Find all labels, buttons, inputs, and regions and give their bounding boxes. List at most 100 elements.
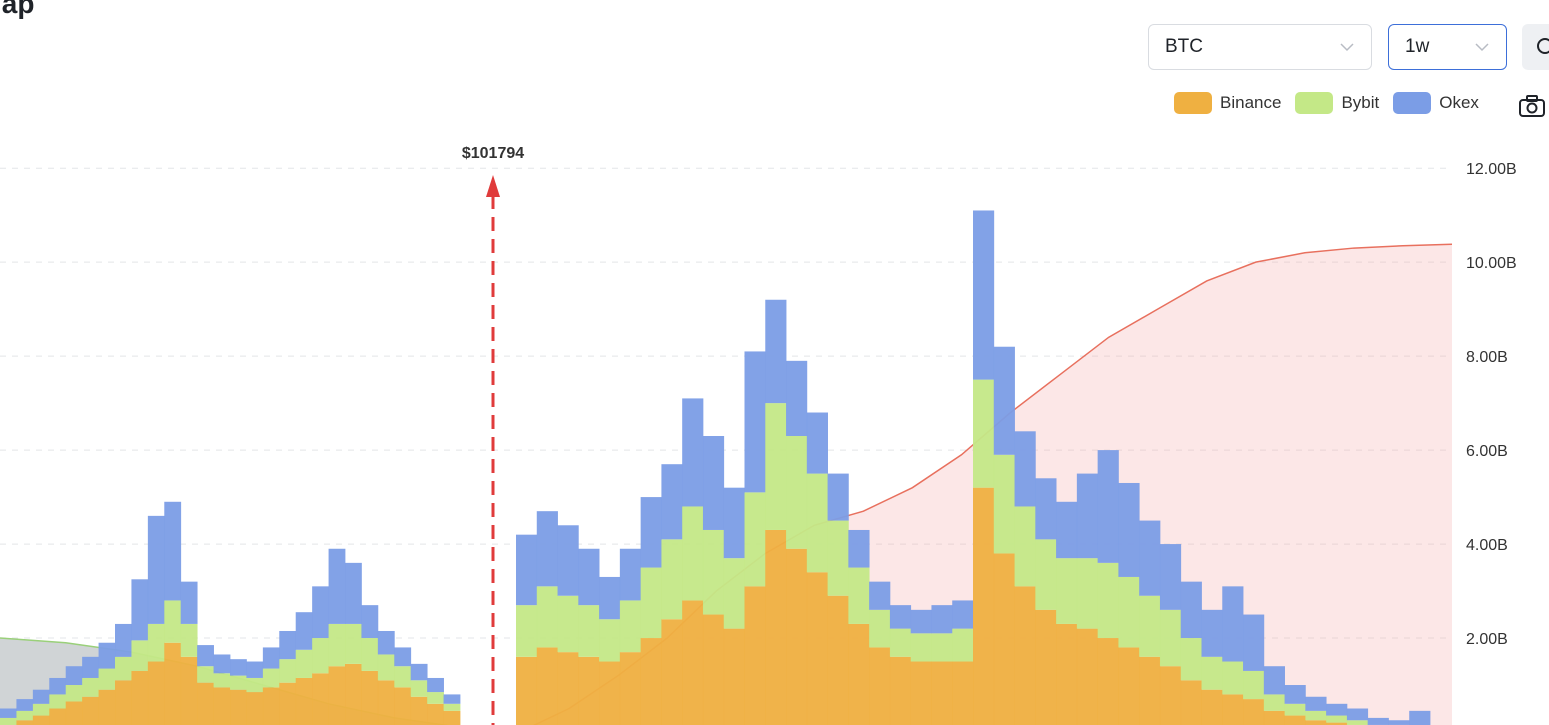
search-button[interactable] — [1522, 24, 1549, 70]
long-bar-binance — [744, 586, 766, 725]
short-bar-bybit — [49, 694, 67, 709]
short-bar-bybit — [131, 640, 149, 671]
long-bar-okex — [827, 473, 849, 521]
long-bar-bybit — [973, 379, 995, 488]
long-bar-okex — [702, 436, 725, 530]
short-bar-bybit — [410, 680, 428, 697]
y-tick-label: 8.00B — [1466, 349, 1508, 366]
short-bar-binance — [443, 710, 461, 725]
long-bar-bybit — [599, 619, 621, 662]
long-bar-binance — [1014, 586, 1036, 725]
legend-swatch-okex — [1393, 92, 1432, 114]
long-bar-bybit — [619, 600, 642, 653]
long-bar-bybit — [931, 633, 953, 662]
long-bar-okex — [1076, 473, 1099, 559]
long-bar-bybit — [1118, 576, 1140, 648]
short-bar-okex — [230, 659, 247, 676]
short-bar-binance — [213, 687, 231, 725]
chart-legend: Binance Bybit Okex — [1174, 92, 1493, 114]
long-bar-binance — [1097, 638, 1119, 725]
long-bar-binance — [765, 529, 787, 725]
legend-item-okex[interactable]: Okex — [1393, 92, 1479, 114]
long-bar-bybit — [1305, 710, 1327, 721]
chevron-down-icon — [1340, 43, 1354, 52]
short-bar-bybit — [197, 666, 214, 683]
long-bar-okex — [1284, 685, 1306, 704]
long-bar-okex — [993, 346, 1015, 455]
long-bar-binance — [516, 656, 538, 725]
long-bar-okex — [1139, 520, 1161, 596]
short-bar-binance — [115, 680, 132, 725]
long-bar-okex — [869, 581, 891, 610]
long-bar-binance — [1284, 715, 1306, 725]
short-bar-binance — [312, 673, 329, 725]
short-bar-bybit — [394, 666, 412, 688]
long-bar-binance — [619, 652, 642, 725]
short-bar-binance — [98, 689, 116, 725]
short-bar-binance — [32, 715, 50, 725]
long-bar-binance — [1056, 623, 1078, 725]
legend-label-bybit: Bybit — [1341, 93, 1380, 112]
short-bar-bybit — [361, 638, 379, 671]
short-bar-binance — [65, 701, 83, 725]
short-bar-binance — [246, 692, 264, 725]
long-bar-binance — [993, 553, 1015, 725]
long-bar-binance — [827, 595, 849, 725]
long-bar-bybit — [1139, 595, 1161, 657]
search-icon — [1537, 38, 1549, 54]
long-bar-binance — [910, 661, 932, 725]
y-tick-label: 6.00B — [1466, 443, 1508, 460]
long-bar-okex — [973, 210, 995, 380]
legend-item-bybit[interactable]: Bybit — [1295, 92, 1379, 114]
long-bar-okex — [1222, 586, 1244, 662]
camera-icon[interactable] — [1518, 94, 1546, 118]
long-bar-binance — [1159, 666, 1182, 725]
short-bar-bybit — [115, 656, 132, 681]
long-bar-okex — [1056, 501, 1078, 559]
long-bar-bybit — [1263, 694, 1285, 711]
long-bar-bybit — [1326, 715, 1348, 723]
short-bar-okex — [262, 647, 280, 669]
short-bar-binance — [82, 696, 99, 725]
long-bar-binance — [1263, 710, 1285, 725]
legend-label-okex: Okex — [1439, 93, 1479, 112]
y-tick-label: 4.00B — [1466, 537, 1508, 554]
short-bar-binance — [361, 670, 379, 725]
short-bar-okex — [345, 562, 362, 624]
short-bar-okex — [115, 623, 132, 657]
long-bar-bybit — [1243, 670, 1265, 700]
short-bar-okex — [0, 708, 17, 718]
long-bar-binance — [557, 652, 579, 725]
long-bar-bybit — [889, 628, 912, 657]
short-bar-bybit — [213, 673, 231, 688]
short-bar-bybit — [82, 677, 99, 697]
long-bar-okex — [786, 360, 808, 436]
long-bar-bybit — [536, 586, 558, 648]
short-bar-binance — [295, 677, 313, 725]
short-bar-binance — [345, 663, 362, 725]
short-bar-okex — [180, 581, 198, 624]
short-bar-okex — [246, 661, 264, 678]
long-bar-bybit — [848, 567, 870, 624]
long-bar-bybit — [952, 628, 974, 662]
short-bar-okex — [295, 612, 313, 650]
long-bar-bybit — [1076, 558, 1099, 629]
interval-select[interactable]: 1w — [1388, 24, 1507, 70]
coin-select[interactable]: BTC — [1148, 24, 1372, 70]
long-bar-okex — [661, 464, 683, 540]
long-bar-bybit — [1201, 656, 1223, 690]
long-bar-okex — [910, 609, 932, 634]
short-bar-binance — [230, 689, 247, 725]
short-bar-bybit — [65, 685, 83, 702]
legend-item-binance[interactable]: Binance — [1174, 92, 1281, 114]
long-bar-bybit — [702, 529, 725, 615]
long-bar-binance — [1305, 720, 1327, 725]
long-bar-binance — [723, 628, 745, 725]
long-bar-okex — [640, 497, 662, 568]
long-bar-okex — [1035, 478, 1057, 540]
long-bar-bybit — [869, 609, 891, 648]
short-bar-okex — [98, 642, 116, 669]
short-bar-bybit — [328, 623, 346, 667]
long-bar-binance — [682, 600, 704, 725]
